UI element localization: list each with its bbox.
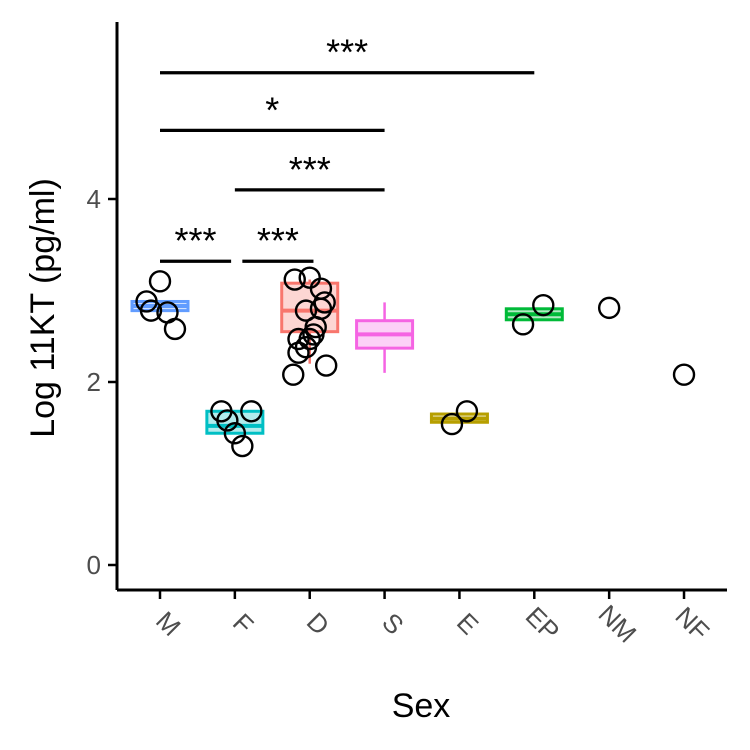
group-E [429,400,489,436]
significance-label: *** [326,32,368,73]
data-point [139,299,163,322]
y-axis-ticks: 0 2 4 [87,184,117,580]
y-tick-label: 0 [87,550,101,580]
data-point [302,323,325,346]
data-point [163,317,187,341]
data-point [532,293,555,317]
data-point [216,409,239,432]
data-point [287,327,310,351]
significance-label: * [265,89,279,130]
data-point [223,422,247,445]
data-point [597,296,621,320]
data-point [287,341,310,364]
y-tick-label: 2 [87,367,101,397]
x-tick-label: NM [593,599,643,649]
data-point [511,313,535,336]
plot-marks [130,266,696,458]
axes [115,22,727,592]
x-tick-label: F [227,607,259,639]
x-axis-title: Sex [392,687,451,725]
data-point [455,400,479,423]
y-tick-label: 4 [87,184,101,214]
group-NM [597,296,621,320]
data-point [672,363,696,386]
x-tick-label: S [376,607,409,640]
significance-label: *** [175,220,217,261]
significance-annotations: ********** *** [160,32,535,263]
data-point [314,354,338,377]
data-point [294,299,318,322]
group-EP [504,293,564,336]
x-tick-label: EP [520,601,566,647]
data-point [240,400,263,423]
x-tick-label: NF [670,601,716,647]
x-tick-label: M [150,605,187,642]
group-S [282,291,415,386]
x-axis-ticks: M F D S E EP NM NF [150,590,715,649]
box [280,281,340,334]
group-NF [672,363,696,386]
data-point [440,412,464,436]
data-point [231,434,254,458]
significance-label: *** [257,220,299,261]
x-tick-label: D [301,606,335,640]
data-point [282,363,305,386]
data-point [294,336,318,359]
data-point [148,270,172,293]
x-tick-label: E [451,607,484,640]
group-F [205,400,265,458]
group-M [130,270,190,341]
y-axis-title: Log 11KT (pg/ml) [24,178,62,438]
significance-label: *** [289,149,331,190]
data-point [309,297,333,320]
data-point [283,268,306,291]
